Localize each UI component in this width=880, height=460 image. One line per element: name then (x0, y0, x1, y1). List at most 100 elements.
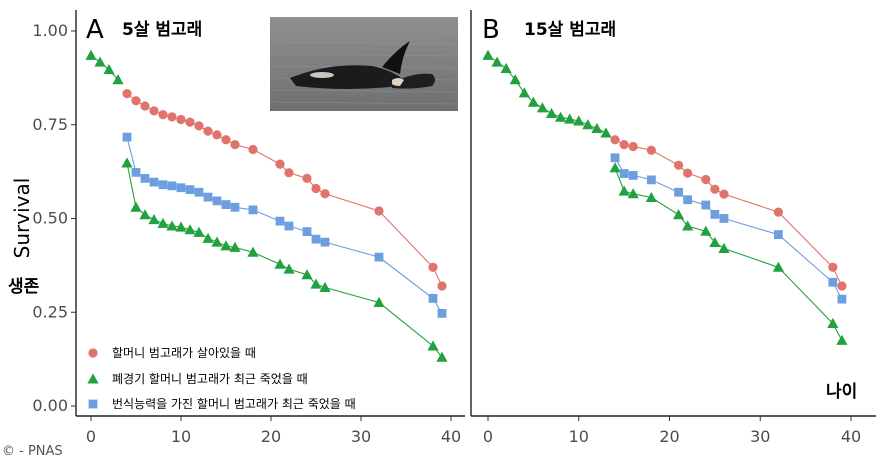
data-point (628, 170, 638, 180)
data-point (683, 168, 693, 178)
data-point (103, 64, 115, 75)
data-point (275, 159, 285, 169)
x-tick-label: 10 (569, 427, 589, 446)
data-point (709, 236, 721, 247)
data-point (121, 157, 133, 168)
data-point (85, 49, 97, 60)
data-point (610, 153, 620, 163)
data-point (320, 237, 330, 247)
calf-body (392, 73, 435, 89)
x-tick-label: 0 (483, 427, 493, 446)
water-ripple (269, 53, 459, 57)
panel-letter: A (86, 15, 104, 45)
data-point (320, 189, 330, 199)
data-point (673, 160, 684, 170)
data-point (203, 192, 213, 202)
orca-dorsal-fin (382, 41, 410, 74)
data-point (518, 87, 530, 98)
data-point (149, 177, 159, 187)
data-point (275, 216, 285, 226)
orca-photo (269, 17, 459, 111)
data-point (176, 114, 186, 125)
data-point (628, 141, 638, 152)
panel-a: 0 10 20 30 40 0.00 0.25 0.50 0.75 1.00 A 5살 범고래 (32, 10, 465, 446)
data-point (319, 281, 331, 292)
data-point (157, 217, 169, 228)
data-point (140, 173, 150, 183)
data-point (302, 173, 312, 183)
data-point (428, 293, 438, 303)
data-point (374, 252, 384, 262)
data-point (573, 115, 585, 126)
data-point (373, 296, 385, 307)
data-point (284, 168, 294, 178)
y-tick-label: 0.00 (32, 396, 68, 415)
x-tick-label: 20 (659, 427, 679, 446)
x-tick-label: 30 (351, 427, 371, 446)
data-point (482, 49, 494, 60)
data-point (701, 174, 711, 185)
data-point (437, 281, 447, 291)
y-tick-label: 1.00 (32, 21, 68, 40)
data-point (609, 162, 621, 173)
data-point (229, 241, 241, 252)
data-point (437, 308, 447, 318)
legend-label: 폐경기 할머니 범고래가 최근 죽었을 때 (112, 372, 308, 386)
y-axis-label-korean: 생존 (8, 277, 40, 297)
x-tick-label: 10 (171, 427, 191, 446)
series-line (126, 162, 443, 358)
water-ripple (269, 101, 459, 105)
data-point (646, 175, 656, 185)
data-point (527, 96, 539, 107)
data-point (645, 191, 657, 202)
data-point (247, 246, 259, 257)
data-point (682, 220, 694, 231)
data-point (130, 201, 142, 212)
data-point (828, 262, 838, 272)
data-point (773, 207, 784, 217)
data-point (122, 132, 132, 142)
eye-patch (310, 72, 334, 78)
data-point (248, 205, 258, 215)
data-point (772, 261, 784, 272)
data-point (284, 221, 294, 231)
data-point (175, 221, 187, 232)
data-point (700, 225, 712, 236)
data-point (836, 334, 848, 345)
data-point (274, 258, 286, 269)
panel-title: 5살 범고래 (122, 20, 202, 40)
x-tick-label: 40 (441, 427, 461, 446)
data-point (149, 106, 159, 116)
x-tick-label: 40 (841, 427, 861, 446)
data-point (301, 269, 313, 280)
data-point (311, 234, 321, 244)
data-point (193, 226, 205, 237)
data-point (212, 196, 222, 206)
data-point (220, 240, 232, 251)
data-point (139, 209, 151, 220)
data-point (436, 351, 448, 362)
water-ripple (269, 41, 459, 45)
data-point (167, 181, 177, 191)
data-point (194, 187, 204, 197)
data-point (310, 278, 322, 289)
data-point (158, 180, 168, 190)
x-axis-label-korean: 나이 (826, 382, 857, 402)
data-point (311, 183, 321, 194)
series-line (126, 93, 443, 287)
data-point (619, 169, 629, 178)
water-ripple (269, 29, 459, 33)
data-point (302, 227, 312, 237)
data-point (827, 317, 839, 328)
data-point (203, 126, 213, 136)
series-line (614, 139, 843, 287)
data-point (701, 200, 711, 210)
data-point (610, 135, 620, 145)
legend-label: 번식능력을 가진 할머니 범고래가 최근 죽었을 때 (112, 397, 356, 411)
data-point (185, 117, 195, 127)
data-point (491, 56, 503, 67)
data-point (212, 130, 222, 140)
credit-text: © - PNAS (2, 444, 63, 459)
